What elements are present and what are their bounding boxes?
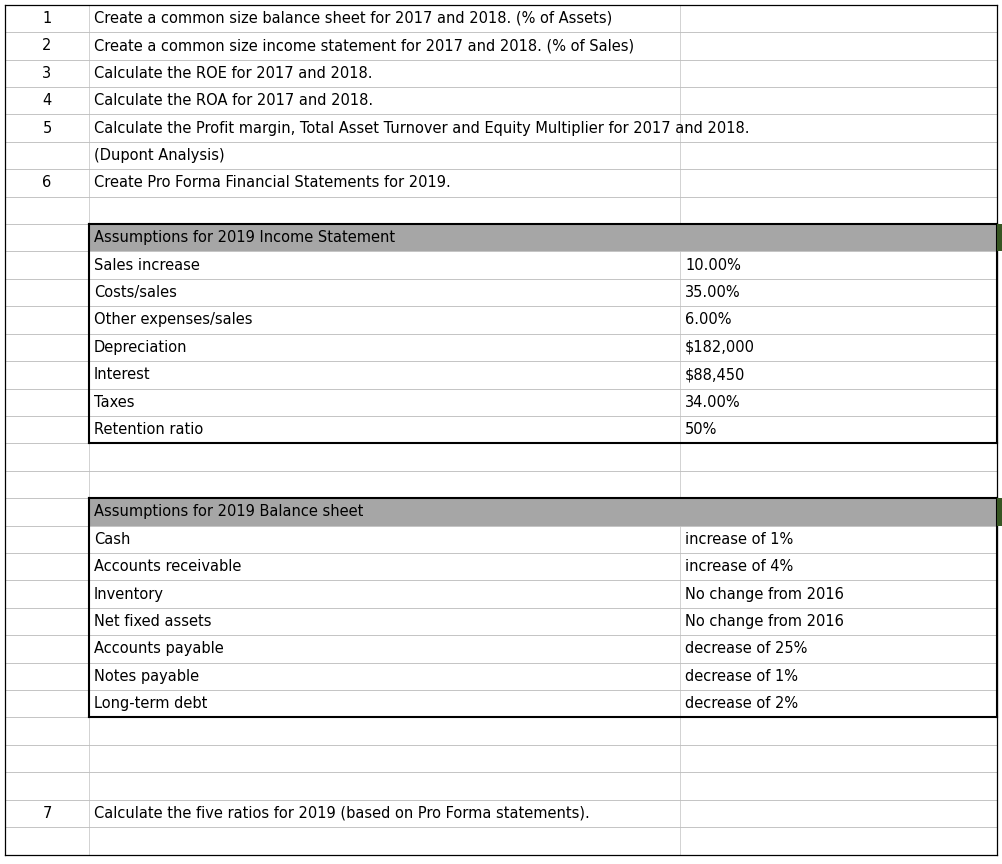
Text: 5: 5 xyxy=(42,121,52,136)
Text: Taxes: Taxes xyxy=(94,395,134,410)
Text: $88,450: $88,450 xyxy=(685,367,745,382)
Text: increase of 4%: increase of 4% xyxy=(685,559,794,575)
Text: 1: 1 xyxy=(42,11,52,26)
Text: Calculate the five ratios for 2019 (based on Pro Forma statements).: Calculate the five ratios for 2019 (base… xyxy=(94,806,590,821)
Text: Costs/sales: Costs/sales xyxy=(94,285,177,300)
Text: Long-term debt: Long-term debt xyxy=(94,696,207,711)
Text: 2: 2 xyxy=(42,38,52,54)
Bar xyxy=(89,499,997,525)
Text: Inventory: Inventory xyxy=(94,587,164,601)
Text: 50%: 50% xyxy=(685,422,717,437)
Text: 7: 7 xyxy=(42,806,52,821)
Bar xyxy=(997,224,1002,251)
Text: 35.00%: 35.00% xyxy=(685,285,740,300)
Text: No change from 2016: No change from 2016 xyxy=(685,614,844,629)
Text: 6.00%: 6.00% xyxy=(685,313,731,327)
Text: (Dupont Analysis): (Dupont Analysis) xyxy=(94,148,224,163)
Text: decrease of 1%: decrease of 1% xyxy=(685,669,798,684)
Text: Assumptions for 2019 Balance sheet: Assumptions for 2019 Balance sheet xyxy=(94,505,364,519)
Text: $182,000: $182,000 xyxy=(685,340,755,355)
Text: Other expenses/sales: Other expenses/sales xyxy=(94,313,253,327)
Text: 3: 3 xyxy=(42,66,51,80)
Text: 10.00%: 10.00% xyxy=(685,257,740,273)
Text: Interest: Interest xyxy=(94,367,150,382)
Text: Calculate the ROE for 2017 and 2018.: Calculate the ROE for 2017 and 2018. xyxy=(94,66,373,80)
Text: Sales increase: Sales increase xyxy=(94,257,199,273)
Text: Retention ratio: Retention ratio xyxy=(94,422,203,437)
Text: No change from 2016: No change from 2016 xyxy=(685,587,844,601)
Text: Assumptions for 2019 Income Statement: Assumptions for 2019 Income Statement xyxy=(94,230,395,245)
Text: Create Pro Forma Financial Statements for 2019.: Create Pro Forma Financial Statements fo… xyxy=(94,175,451,190)
Text: Net fixed assets: Net fixed assets xyxy=(94,614,211,629)
Text: Create a common size balance sheet for 2017 and 2018. (% of Assets): Create a common size balance sheet for 2… xyxy=(94,11,612,26)
Text: 34.00%: 34.00% xyxy=(685,395,740,410)
Text: Accounts payable: Accounts payable xyxy=(94,641,223,657)
Bar xyxy=(89,224,997,251)
Text: Depreciation: Depreciation xyxy=(94,340,187,355)
Text: Cash: Cash xyxy=(94,531,130,547)
Text: Calculate the Profit margin, Total Asset Turnover and Equity Multiplier for 2017: Calculate the Profit margin, Total Asset… xyxy=(94,121,749,136)
Text: Create a common size income statement for 2017 and 2018. (% of Sales): Create a common size income statement fo… xyxy=(94,38,634,54)
Text: 4: 4 xyxy=(42,93,52,108)
Bar xyxy=(997,499,1002,525)
Text: 6: 6 xyxy=(42,175,52,190)
Text: increase of 1%: increase of 1% xyxy=(685,531,794,547)
Text: Accounts receivable: Accounts receivable xyxy=(94,559,241,575)
Text: Notes payable: Notes payable xyxy=(94,669,199,684)
Text: decrease of 25%: decrease of 25% xyxy=(685,641,808,657)
Text: Calculate the ROA for 2017 and 2018.: Calculate the ROA for 2017 and 2018. xyxy=(94,93,373,108)
Text: decrease of 2%: decrease of 2% xyxy=(685,696,799,711)
